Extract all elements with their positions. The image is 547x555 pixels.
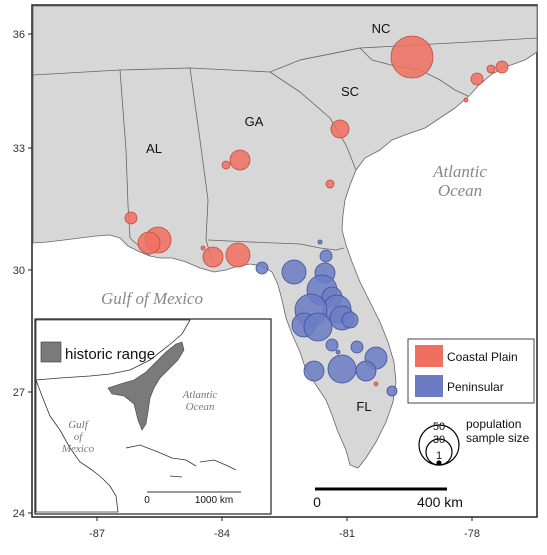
population-pie [330,119,350,139]
population-pie [350,340,364,354]
legend-swatch-peninsular [415,375,443,397]
legend-swatch-coastal [415,345,443,367]
population-pie [390,35,434,79]
gulf-label: Gulf of Mexico [101,289,203,308]
size-legend [418,424,460,466]
state-label-al: AL [146,141,162,156]
inset-historic-range [107,341,185,431]
x-tick-84: -84 [214,528,230,540]
population-pie [229,149,251,171]
atlantic-label-line2: Ocean [438,181,482,200]
population-pie [325,179,335,189]
population-pie [470,72,484,86]
size-legend-title-1: population [466,417,521,431]
population-pie [325,338,339,352]
size-legend-title-2: sample size [466,431,530,445]
state-label-ga: GA [245,114,264,129]
inset-legend-swatch [40,341,62,363]
population-pie [221,160,231,170]
inset-gulf-1: Gulf [68,419,90,431]
inset-jamaica [169,475,183,478]
legend-label-peninsular: Peninsular [447,380,504,394]
size-legend-1: 1 [436,450,442,462]
y-tick-36: 36 [13,29,25,41]
population-pie [341,311,359,329]
population-pie [200,245,206,251]
y-tick-24: 24 [13,508,25,520]
y-tick-33: 33 [13,143,25,155]
scale-bar-start: 0 [313,494,321,510]
population-pie [327,354,357,384]
inset-scale-end: 1000 km [195,495,233,506]
inset-mexico [35,379,119,513]
axis-ticks [28,33,473,521]
inset-gulf-3: Mexico [61,443,95,455]
scale-bar-end: 400 km [417,494,463,510]
inset-gulf-2: of [74,431,85,443]
legend-label-coastal: Coastal Plain [447,350,518,364]
population-pie [303,360,325,382]
population-pie [319,249,333,263]
inset-scale-start: 0 [144,495,150,506]
size-legend-50: 50 [433,421,445,433]
inset-atlantic-1: Atlantic [182,389,218,401]
y-tick-27: 27 [13,387,25,399]
inset-legend-label: historic range [65,346,155,363]
size-legend-30: 30 [433,434,445,446]
inset-map: historic range Atlantic Ocean Gulf of Me… [34,318,272,515]
population-pie [486,64,496,74]
population-pie [355,360,377,382]
population-pie [317,239,323,245]
population-pie [463,97,469,103]
inset-atlantic-2: Ocean [186,401,215,413]
population-pie [281,259,307,285]
x-tick-81: -81 [339,528,355,540]
x-tick-78: -78 [464,528,480,540]
population-pie [255,261,269,275]
state-label-nc: NC [372,21,391,36]
atlantic-label-line1: Atlantic [432,162,487,181]
population-pies [124,35,509,397]
y-tick-30: 30 [13,265,25,277]
inset-hispaniola [199,459,237,471]
population-pie [495,60,509,74]
population-pie [137,231,161,255]
population-pie [335,349,341,355]
inset-land [35,319,191,381]
x-tick-87: -87 [89,528,105,540]
population-pie [373,381,379,387]
population-pie [202,246,224,268]
inset-cuba [125,444,197,467]
population-pie [303,312,333,342]
land-mass [32,5,538,469]
population-pie [225,242,251,268]
population-pie [386,385,398,397]
population-pie [124,211,138,225]
state-label-fl: FL [356,399,371,414]
state-label-sc: SC [341,84,359,99]
